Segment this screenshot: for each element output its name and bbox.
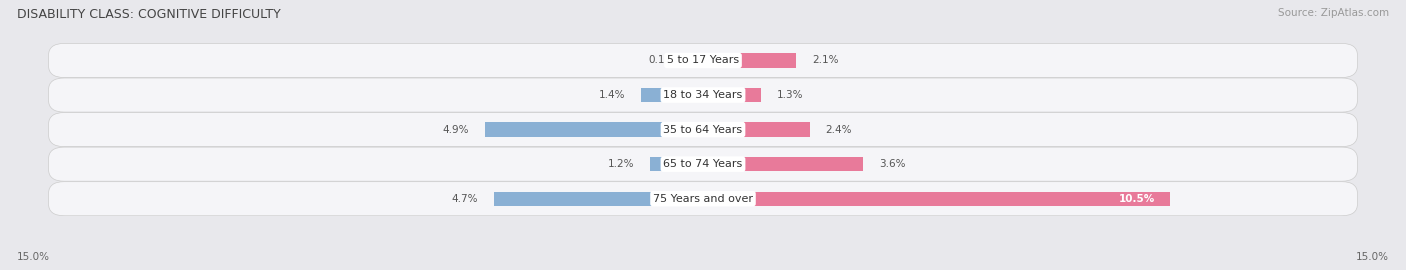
- Text: 2.4%: 2.4%: [825, 124, 852, 135]
- Bar: [703, 157, 863, 171]
- FancyBboxPatch shape: [49, 113, 1357, 147]
- Text: 75 Years and over: 75 Years and over: [652, 194, 754, 204]
- Text: 0.14%: 0.14%: [648, 55, 681, 66]
- Bar: [703, 53, 796, 68]
- Bar: [641, 88, 703, 102]
- Text: 4.7%: 4.7%: [451, 194, 478, 204]
- Text: 1.3%: 1.3%: [776, 90, 803, 100]
- Bar: [703, 122, 810, 137]
- Bar: [697, 53, 703, 68]
- Text: 5 to 17 Years: 5 to 17 Years: [666, 55, 740, 66]
- Text: 18 to 34 Years: 18 to 34 Years: [664, 90, 742, 100]
- Text: 2.1%: 2.1%: [813, 55, 838, 66]
- Bar: [494, 191, 703, 206]
- Text: 15.0%: 15.0%: [17, 252, 49, 262]
- Bar: [703, 191, 1170, 206]
- Text: 1.2%: 1.2%: [607, 159, 634, 169]
- Text: 3.6%: 3.6%: [879, 159, 905, 169]
- Text: 10.5%: 10.5%: [1119, 194, 1154, 204]
- Text: Source: ZipAtlas.com: Source: ZipAtlas.com: [1278, 8, 1389, 18]
- Text: 4.9%: 4.9%: [443, 124, 470, 135]
- Bar: [703, 88, 761, 102]
- Text: 65 to 74 Years: 65 to 74 Years: [664, 159, 742, 169]
- Text: 35 to 64 Years: 35 to 64 Years: [664, 124, 742, 135]
- FancyBboxPatch shape: [49, 43, 1357, 77]
- Text: 15.0%: 15.0%: [1357, 252, 1389, 262]
- FancyBboxPatch shape: [49, 147, 1357, 181]
- Text: DISABILITY CLASS: COGNITIVE DIFFICULTY: DISABILITY CLASS: COGNITIVE DIFFICULTY: [17, 8, 281, 21]
- Bar: [485, 122, 703, 137]
- Bar: [650, 157, 703, 171]
- FancyBboxPatch shape: [49, 182, 1357, 216]
- FancyBboxPatch shape: [49, 78, 1357, 112]
- Text: 1.4%: 1.4%: [599, 90, 626, 100]
